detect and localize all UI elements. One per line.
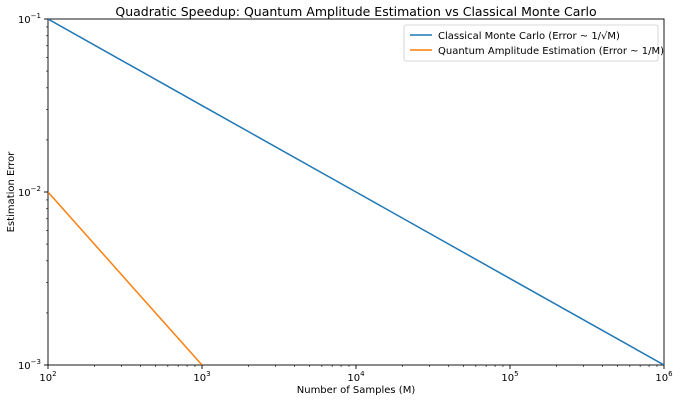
series-line-1	[48, 191, 203, 365]
y-axis-ticks: 10−3 10−2 10−1	[18, 12, 48, 372]
legend-label-quantum: Quantum Amplitude Estimation (Error ~ 1/…	[438, 46, 664, 57]
x-tick-label: 104	[347, 370, 365, 384]
series-group	[48, 19, 664, 365]
series-line-0	[48, 19, 664, 365]
legend-label-classical: Classical Monte Carlo (Error ~ 1/√M)	[438, 31, 620, 42]
x-tick-label: 105	[501, 370, 518, 384]
y-axis-label: Estimation Error	[6, 151, 17, 233]
legend-box	[403, 24, 659, 62]
x-tick-label: 106	[655, 370, 673, 384]
chart-title: Quadratic Speedup: Quantum Amplitude Est…	[115, 4, 596, 19]
legend: Classical Monte Carlo (Error ~ 1/√M) Qua…	[403, 24, 664, 62]
y-tick-label: 10−1	[18, 12, 41, 26]
x-axis-ticks: 102 103 104 105 106	[39, 365, 673, 384]
x-tick-label: 103	[193, 370, 210, 384]
x-axis-label: Number of Samples (M)	[297, 385, 416, 396]
y-tick-label: 10−3	[18, 358, 41, 372]
y-tick-label: 10−2	[18, 185, 41, 199]
x-tick-label: 102	[39, 370, 56, 384]
